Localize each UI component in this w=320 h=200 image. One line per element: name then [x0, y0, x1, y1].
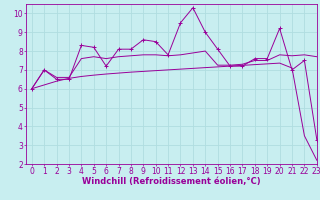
X-axis label: Windchill (Refroidissement éolien,°C): Windchill (Refroidissement éolien,°C) — [82, 177, 260, 186]
